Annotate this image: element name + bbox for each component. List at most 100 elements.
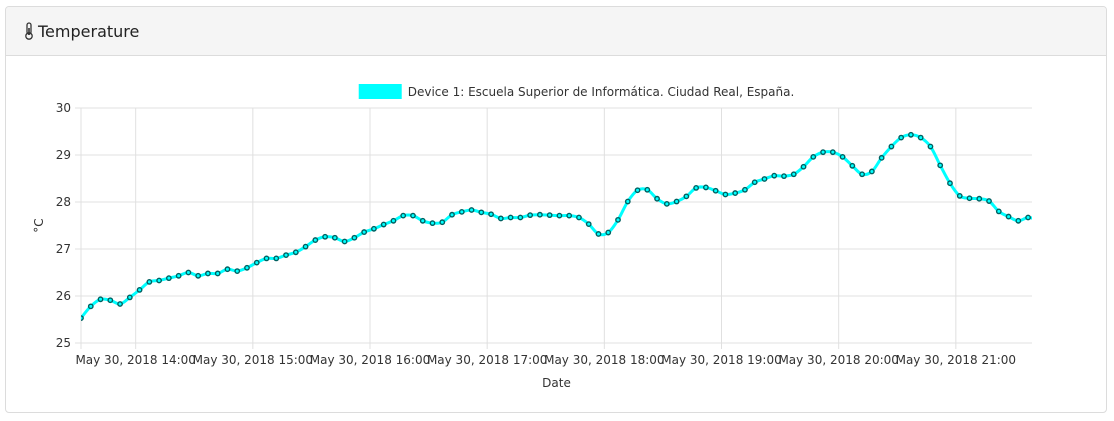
- data-point[interactable]: [410, 212, 416, 219]
- data-point[interactable]: [263, 255, 270, 262]
- data-point[interactable]: [566, 212, 573, 219]
- data-point[interactable]: [1055, 221, 1059, 225]
- data-point[interactable]: [371, 225, 377, 232]
- data-point[interactable]: [283, 252, 289, 259]
- data-point[interactable]: [507, 214, 514, 221]
- data-point[interactable]: [497, 215, 504, 222]
- data-point[interactable]: [312, 237, 319, 243]
- data-point[interactable]: [800, 163, 807, 170]
- data-point[interactable]: [322, 233, 328, 240]
- data-point[interactable]: [156, 277, 163, 284]
- data-point[interactable]: [683, 193, 690, 200]
- data-point[interactable]: [292, 249, 299, 256]
- data-point[interactable]: [429, 220, 436, 227]
- data-point[interactable]: [644, 186, 651, 193]
- data-point[interactable]: [1005, 213, 1012, 220]
- legend[interactable]: Device 1: Escuela Superior de Informátic…: [358, 84, 795, 99]
- data-point[interactable]: [898, 134, 905, 141]
- data-point[interactable]: [195, 272, 202, 279]
- data-point[interactable]: [400, 212, 407, 219]
- data-point[interactable]: [253, 259, 260, 266]
- data-point[interactable]: [361, 229, 368, 235]
- data-point[interactable]: [732, 190, 739, 196]
- data-point[interactable]: [185, 269, 192, 276]
- data-point[interactable]: [810, 153, 817, 160]
- data-point[interactable]: [146, 278, 153, 285]
- data-point[interactable]: [868, 168, 875, 175]
- data-point[interactable]: [341, 238, 348, 245]
- data-point[interactable]: [458, 208, 465, 215]
- data-point[interactable]: [751, 179, 758, 186]
- data-point[interactable]: [859, 171, 866, 178]
- data-point[interactable]: [995, 208, 1002, 215]
- data-point[interactable]: [537, 211, 543, 218]
- data-point[interactable]: [165, 275, 172, 282]
- data-point[interactable]: [390, 217, 397, 224]
- data-point[interactable]: [449, 211, 455, 218]
- data-point[interactable]: [829, 149, 836, 156]
- data-point[interactable]: [849, 162, 856, 169]
- data-point[interactable]: [79, 315, 84, 321]
- data-point[interactable]: [839, 153, 846, 160]
- data-point[interactable]: [966, 195, 973, 202]
- data-point[interactable]: [888, 143, 895, 150]
- data-point[interactable]: [585, 221, 592, 227]
- data-point[interactable]: [1045, 220, 1049, 224]
- data-point[interactable]: [956, 192, 963, 199]
- data-point[interactable]: [712, 187, 719, 194]
- data-point[interactable]: [117, 301, 123, 307]
- data-point[interactable]: [439, 219, 446, 226]
- data-point[interactable]: [126, 294, 133, 301]
- data-point[interactable]: [761, 176, 768, 182]
- data-point[interactable]: [302, 243, 309, 250]
- data-point[interactable]: [976, 195, 983, 202]
- data-point[interactable]: [234, 268, 241, 274]
- data-point[interactable]: [771, 172, 778, 179]
- data-point[interactable]: [908, 131, 914, 138]
- data-point[interactable]: [556, 212, 563, 219]
- data-point[interactable]: [576, 214, 582, 221]
- data-point[interactable]: [673, 198, 680, 205]
- data-point[interactable]: [468, 207, 475, 213]
- data-point[interactable]: [986, 198, 992, 204]
- data-point[interactable]: [595, 231, 602, 237]
- data-point[interactable]: [663, 200, 670, 207]
- data-point[interactable]: [937, 162, 944, 169]
- data-point[interactable]: [1015, 217, 1022, 224]
- data-point[interactable]: [546, 212, 553, 219]
- data-point[interactable]: [1065, 219, 1069, 223]
- data-point[interactable]: [214, 270, 221, 277]
- data-point[interactable]: [605, 229, 612, 236]
- data-point[interactable]: [722, 191, 729, 198]
- data-point[interactable]: [702, 184, 709, 191]
- data-point[interactable]: [742, 186, 748, 193]
- data-point[interactable]: [107, 297, 114, 304]
- data-point[interactable]: [1036, 218, 1040, 222]
- data-point[interactable]: [781, 173, 787, 180]
- data-point[interactable]: [693, 184, 700, 191]
- data-point[interactable]: [917, 134, 924, 141]
- data-point[interactable]: [488, 211, 494, 218]
- data-point[interactable]: [205, 270, 211, 277]
- data-point[interactable]: [175, 272, 182, 279]
- data-point[interactable]: [331, 234, 338, 241]
- data-point[interactable]: [273, 255, 280, 262]
- data-point[interactable]: [478, 209, 485, 216]
- data-point[interactable]: [136, 286, 143, 293]
- data-point[interactable]: [790, 171, 797, 178]
- data-point[interactable]: [615, 216, 621, 223]
- data-point[interactable]: [87, 303, 94, 310]
- data-point[interactable]: [224, 266, 231, 273]
- data-point[interactable]: [820, 149, 826, 156]
- data-point[interactable]: [624, 198, 631, 205]
- data-point[interactable]: [380, 221, 387, 228]
- data-point[interactable]: [97, 296, 104, 303]
- data-point[interactable]: [947, 180, 953, 187]
- data-point[interactable]: [654, 195, 660, 202]
- data-point[interactable]: [1025, 214, 1031, 221]
- data-point[interactable]: [927, 143, 934, 150]
- data-point[interactable]: [351, 234, 358, 241]
- data-point[interactable]: [878, 154, 885, 161]
- data-point[interactable]: [634, 187, 641, 194]
- data-point[interactable]: [419, 217, 426, 224]
